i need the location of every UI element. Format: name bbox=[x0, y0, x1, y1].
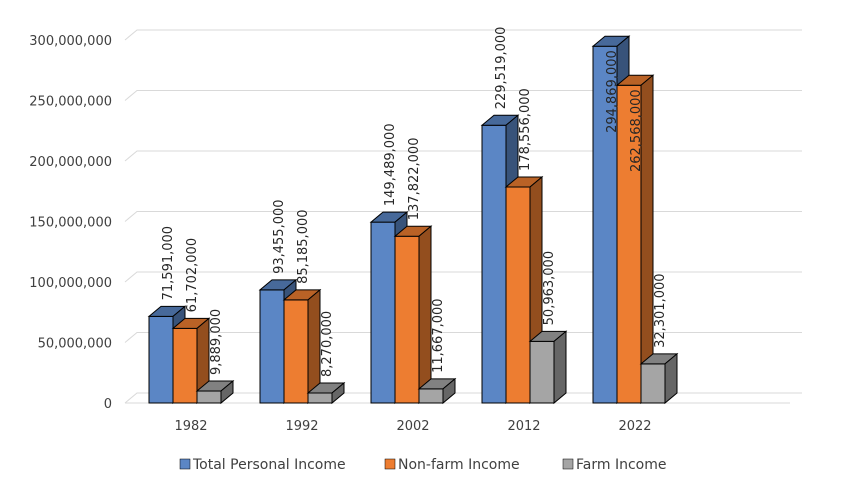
x-tick-label: 2022 bbox=[618, 419, 651, 434]
x-tick-label: 2002 bbox=[396, 419, 429, 434]
data-label: 71,591,000 bbox=[161, 226, 176, 300]
y-tick-label: 100,000,000 bbox=[29, 276, 112, 291]
x-tick-label: 1992 bbox=[285, 419, 318, 434]
data-label: 262,568,000 bbox=[629, 89, 644, 172]
bar-farm-income-2022 bbox=[639, 352, 679, 405]
data-label: 178,556,000 bbox=[518, 88, 533, 171]
gridline bbox=[124, 211, 802, 222]
bar-farm-income-2002 bbox=[417, 377, 457, 405]
gridline bbox=[124, 150, 802, 162]
bar-farm-income-2012 bbox=[528, 330, 568, 405]
bar-non-farm-income-1982 bbox=[171, 317, 211, 405]
legend-swatch bbox=[384, 458, 396, 470]
legend: Total Personal Income Non-farm Income Farm… bbox=[179, 457, 666, 473]
data-label: 85,185,000 bbox=[296, 209, 311, 283]
gridline bbox=[124, 332, 802, 343]
data-label: 11,667,000 bbox=[431, 298, 446, 372]
data-label: 149,489,000 bbox=[383, 123, 398, 206]
data-label: 32,301,000 bbox=[653, 273, 668, 347]
y-tick-label: 150,000,000 bbox=[29, 216, 112, 231]
x-tick-label: 1982 bbox=[174, 419, 207, 434]
gridline bbox=[124, 90, 802, 101]
legend-label: Non-farm Income bbox=[398, 457, 520, 473]
bars bbox=[147, 35, 679, 405]
y-tick-label: 50,000,000 bbox=[38, 337, 112, 352]
gridline bbox=[124, 392, 802, 404]
gridline bbox=[124, 29, 802, 41]
data-label: 93,455,000 bbox=[272, 199, 287, 273]
data-label: 294,869,000 bbox=[605, 50, 620, 133]
bar-farm-income-1982 bbox=[195, 379, 235, 405]
bar-non-farm-income-1992 bbox=[282, 288, 322, 405]
legend-item-non-farm-income: Non-farm Income bbox=[384, 457, 520, 473]
legend-label: Farm Income bbox=[576, 457, 666, 473]
y-tick-label: 200,000,000 bbox=[29, 155, 112, 170]
bar-non-farm-income-2022 bbox=[615, 74, 655, 405]
bar-farm-income-1992 bbox=[306, 381, 346, 405]
legend-swatch bbox=[179, 458, 191, 470]
data-labels: 71,591,000 61,702,000 9,889,000 93,455,000 8… bbox=[161, 27, 668, 377]
gridlines bbox=[124, 29, 802, 404]
legend-swatch bbox=[562, 458, 574, 470]
legend-item-farm-income: Farm Income bbox=[562, 457, 666, 473]
data-label: 9,889,000 bbox=[209, 309, 224, 375]
data-label: 229,519,000 bbox=[494, 27, 509, 110]
data-label: 8,270,000 bbox=[320, 311, 335, 377]
data-label: 137,822,000 bbox=[407, 138, 422, 221]
gridline bbox=[124, 271, 802, 283]
x-axis: 1982 1992 2002 2012 2022 bbox=[174, 419, 651, 434]
data-label: 61,702,000 bbox=[185, 238, 200, 312]
legend-label: Total Personal Income bbox=[192, 457, 346, 473]
bar-non-farm-income-2002 bbox=[393, 225, 433, 405]
legend-item-total-personal-income: Total Personal Income bbox=[179, 457, 346, 473]
y-tick-label: 250,000,000 bbox=[29, 95, 112, 110]
x-tick-label: 2012 bbox=[507, 419, 540, 434]
data-label: 50,963,000 bbox=[542, 251, 557, 325]
y-tick-label: 0 bbox=[104, 397, 112, 412]
y-axis: 0 50,000,000 100,000,000 150,000,000 200,000… bbox=[29, 34, 112, 412]
y-tick-label: 300,000,000 bbox=[29, 34, 112, 49]
